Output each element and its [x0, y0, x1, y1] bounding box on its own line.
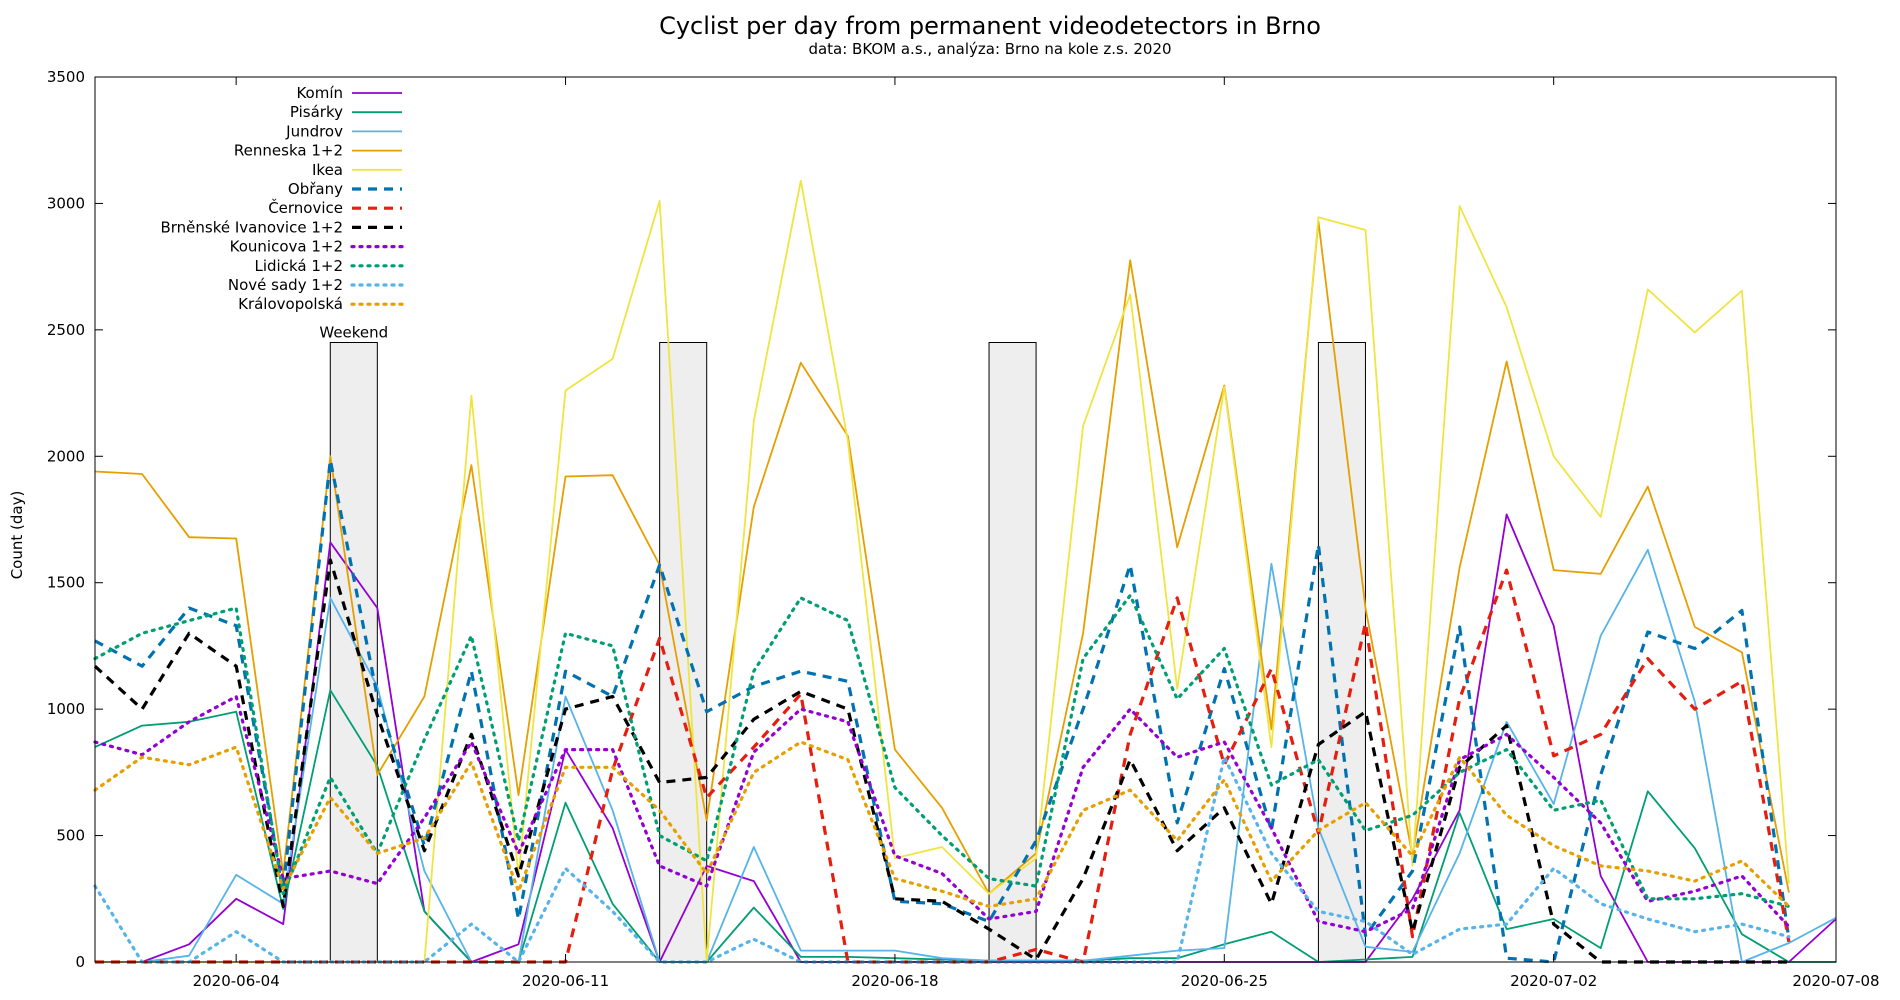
- y-tick-label: 0: [75, 953, 85, 971]
- x-tick-label: 2020-06-11: [522, 972, 609, 990]
- x-tick-label: 2020-07-02: [1510, 972, 1597, 990]
- series-line: [93, 694, 1791, 934]
- weekend-band: [329, 342, 378, 963]
- legend-label: Kounicova 1+2: [230, 238, 343, 256]
- y-tick-label: 500: [56, 827, 85, 845]
- y-tick-label: 3500: [47, 68, 85, 86]
- y-tick-label: 1500: [47, 574, 85, 592]
- y-tick-label: 2500: [47, 321, 85, 339]
- legend-label: Renneska 1+2: [234, 142, 343, 160]
- plot-frame: [94, 76, 1837, 963]
- y-tick-label: 2000: [47, 447, 85, 465]
- series-line: [94, 220, 1790, 895]
- series-line: [93, 740, 1791, 909]
- legend-label: Pisárky: [290, 103, 343, 121]
- y-axis-label: Count (day): [8, 491, 26, 580]
- y-tick-label: 3000: [47, 194, 85, 212]
- weekend-band: [659, 342, 708, 963]
- legend-label: Komín: [296, 84, 343, 102]
- y-tick-label: 1000: [47, 700, 85, 718]
- x-tick-label: 2020-07-08: [1792, 972, 1879, 990]
- series-line: [93, 558, 1789, 964]
- weekend-band: [1317, 342, 1366, 963]
- legend-label: Ikea: [312, 161, 343, 179]
- legend-label: Obřany: [288, 180, 343, 198]
- weekend-label: Weekend: [319, 324, 388, 342]
- x-tick-label: 2020-06-18: [851, 972, 938, 990]
- x-tick-label: 2020-06-04: [193, 972, 280, 990]
- legend-label: Jundrov: [285, 122, 343, 140]
- chart-title: Cyclist per day from permanent videodete…: [659, 12, 1321, 40]
- legend-label: Černovice: [268, 198, 343, 217]
- x-tick-label: 2020-06-25: [1181, 972, 1268, 990]
- weekend-band: [988, 342, 1037, 963]
- legend-label: Brněnské Ivanovice 1+2: [160, 218, 343, 236]
- legend-label: Lidická 1+2: [255, 257, 344, 275]
- chart-subtitle: data: BKOM a.s., analýza: Brno na kole z…: [808, 40, 1171, 58]
- legend-label: Nové sady 1+2: [228, 276, 343, 294]
- legend-label: Královopolská: [238, 295, 343, 313]
